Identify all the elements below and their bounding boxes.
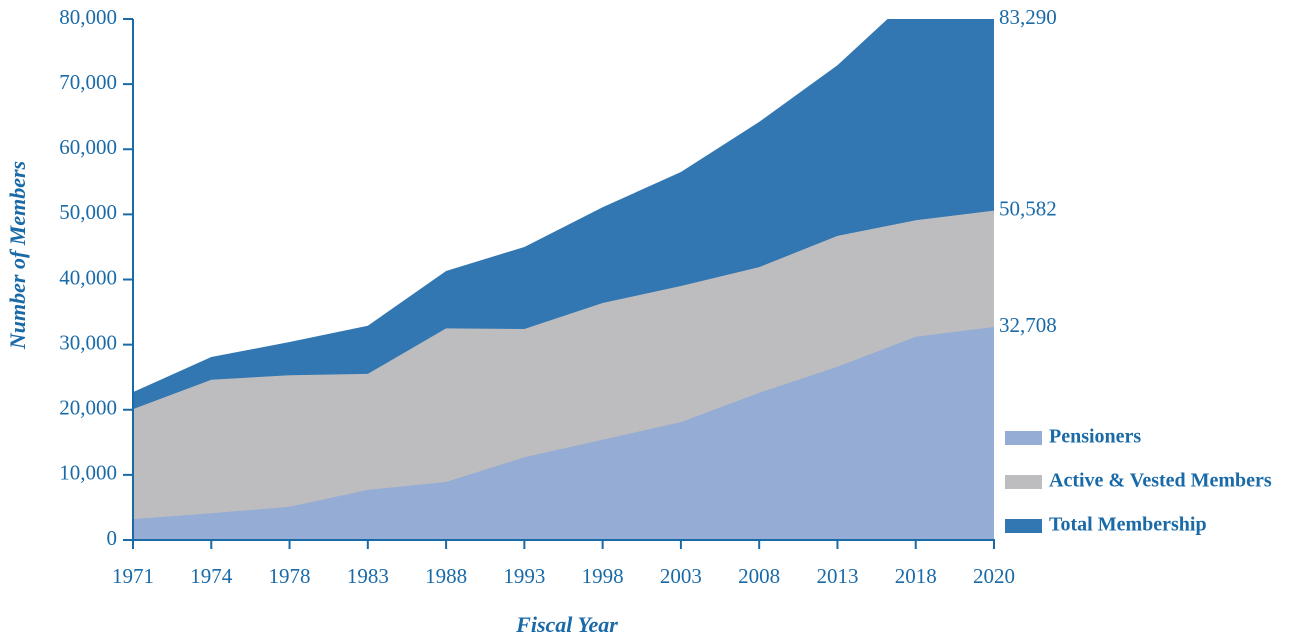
- y-tick-label: 30,000: [59, 330, 117, 354]
- value-label: 32,708: [999, 313, 1057, 337]
- x-tick-label: 2013: [816, 564, 858, 588]
- legend-swatch: [1005, 475, 1042, 489]
- area: [133, 326, 994, 540]
- value-label: 83,290: [999, 5, 1057, 29]
- x-tick-label: 1993: [503, 564, 545, 588]
- x-tick-label: 1971: [112, 564, 154, 588]
- legend-swatch: [1005, 431, 1042, 445]
- y-tick-label: 80,000: [59, 5, 117, 29]
- legend-label: Pensioners: [1049, 426, 1141, 448]
- y-tick-label: 20,000: [59, 396, 117, 420]
- plot-area: [133, 19, 994, 540]
- value-label: 50,582: [999, 196, 1057, 220]
- legend-swatch: [1005, 519, 1042, 533]
- y-tick-label: 60,000: [59, 135, 117, 159]
- x-axis-title: Fiscal Year: [515, 612, 618, 637]
- y-axis-title: Number of Members: [5, 161, 30, 350]
- y-tick-label: 0: [107, 526, 118, 550]
- y-tick-label: 70,000: [59, 70, 117, 94]
- x-tick-label: 1974: [190, 564, 233, 588]
- y-tick-label: 40,000: [59, 265, 117, 289]
- x-tick-label: 1983: [347, 564, 389, 588]
- x-tick-label: 1978: [269, 564, 311, 588]
- y-tick-label: 50,000: [59, 200, 117, 224]
- x-tick-label: 2018: [895, 564, 937, 588]
- y-tick-label: 10,000: [59, 461, 117, 485]
- legend-label: Active & Vested Members: [1049, 470, 1272, 492]
- legend-label: Total Membership: [1049, 514, 1207, 536]
- x-tick-label: 1988: [425, 564, 467, 588]
- x-tick-label: 2020: [973, 564, 1015, 588]
- x-tick-label: 2008: [738, 564, 780, 588]
- x-tick-label: 2003: [660, 564, 702, 588]
- x-tick-label: 1998: [582, 564, 624, 588]
